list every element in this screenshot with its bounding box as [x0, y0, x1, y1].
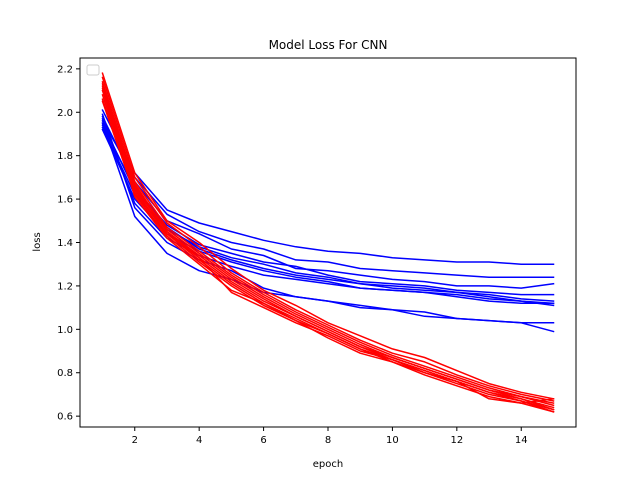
x-tick-label: 10	[386, 435, 399, 446]
x-axis-label: epoch	[313, 459, 343, 470]
axes-background	[80, 58, 576, 427]
y-axis-label: loss	[32, 232, 43, 251]
chart-title: Model Loss For CNN	[269, 38, 388, 52]
loss-line-blue-10	[101, 122, 555, 333]
loss-line-red-2	[101, 76, 555, 402]
y-tick-label: 1.2	[57, 281, 73, 292]
loss-line-red-1	[101, 72, 555, 400]
loss-line-blue-2	[101, 119, 555, 278]
x-tick-label: 4	[196, 435, 202, 446]
y-tick-label: 0.8	[57, 368, 73, 379]
y-tick-label: 1.0	[57, 325, 73, 336]
x-axis: 2 4 6 8 10 12 14	[132, 427, 528, 446]
y-tick-label: 1.4	[57, 238, 73, 249]
loss-line-blue-1	[101, 109, 555, 265]
y-tick-label: 1.6	[57, 195, 73, 206]
y-tick-label: 2.2	[57, 64, 73, 75]
x-tick-label: 14	[515, 435, 528, 446]
loss-line-blue-3	[101, 115, 555, 289]
series-layer	[101, 72, 555, 413]
x-tick-label: 6	[260, 435, 266, 446]
x-tick-label: 12	[450, 435, 463, 446]
legend-box	[86, 64, 100, 76]
plot-area: 2 4 6 8 10 12 14 0.6 0.8 1.0 1.2 1.4 1.6 1.8 2.0 2.2	[57, 57, 577, 446]
x-tick-label: 2	[132, 435, 138, 446]
y-tick-label: 0.6	[57, 412, 73, 423]
loss-line-red-10	[101, 87, 555, 413]
loss-line-red-3	[101, 80, 555, 404]
y-axis: 0.6 0.8 1.0 1.2 1.4 1.6 1.8 2.0 2.2	[57, 64, 80, 423]
x-tick-label: 8	[325, 435, 331, 446]
loss-line-red-8	[101, 100, 555, 413]
y-tick-label: 2.0	[57, 108, 73, 119]
y-tick-label: 1.8	[57, 151, 73, 162]
